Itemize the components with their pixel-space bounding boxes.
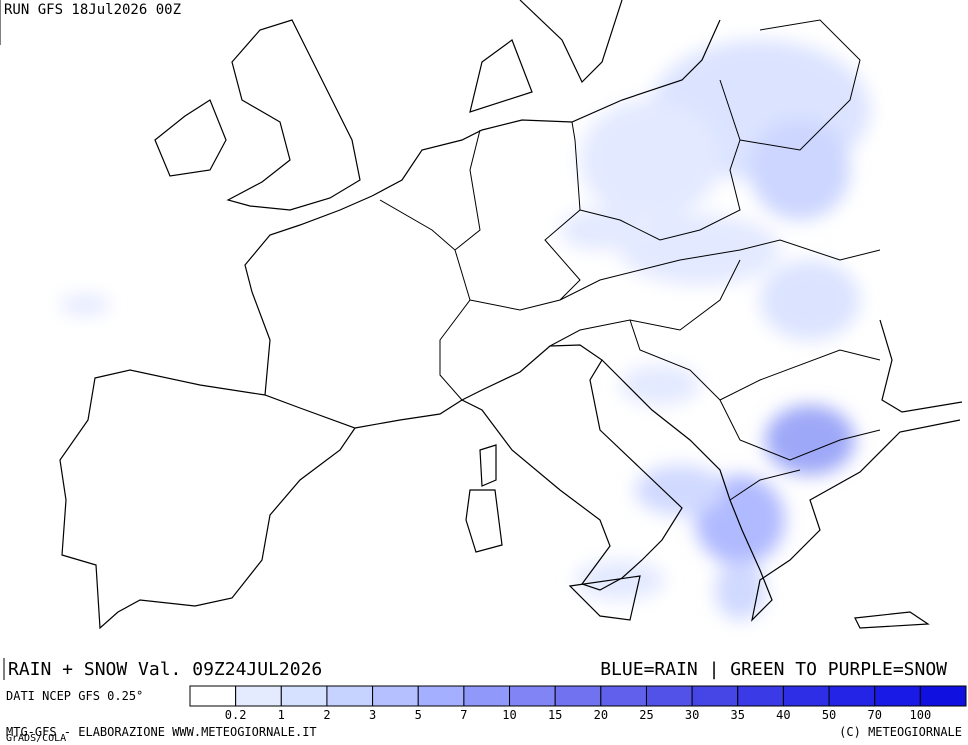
run-label: RUN GFS 18Jul2026 00Z — [4, 2, 181, 18]
rain-area — [580, 100, 720, 220]
crete — [854, 611, 930, 629]
ireland — [154, 99, 227, 177]
legend-swatch — [691, 685, 739, 707]
rain-area — [765, 405, 855, 475]
italy — [460, 344, 683, 591]
sicily — [568, 575, 641, 621]
legend-swatch — [417, 685, 465, 707]
border — [559, 239, 881, 301]
rain-area — [60, 295, 110, 315]
scandinavia — [519, 0, 623, 84]
legend-swatch — [554, 685, 602, 707]
sardinia — [465, 489, 503, 553]
border — [469, 121, 581, 311]
legend-swatch — [600, 685, 647, 707]
legend-swatch — [509, 685, 556, 707]
black-sea — [879, 319, 963, 413]
legend-swatch — [235, 685, 282, 707]
legend-label: 5 — [415, 708, 422, 722]
source-label: DATI NCEP GFS 0.25° — [6, 689, 143, 703]
legend-label: 0.2 — [225, 708, 247, 722]
border — [739, 19, 861, 151]
denmark — [469, 39, 533, 113]
legend-swatch — [782, 685, 830, 707]
color-note: BLUE=RAIN | GREEN TO PURPLE=SNOW — [600, 659, 947, 680]
north-coast — [371, 19, 721, 197]
legend-label: 7 — [460, 708, 467, 722]
color-legend: 0.2 1 2 3 5 7 10 15 20 25 30 35 40 50 70 100 — [189, 685, 967, 722]
border — [719, 399, 881, 461]
legend-swatch — [372, 685, 419, 707]
legend-swatch — [737, 685, 784, 707]
legend-label: 40 — [776, 708, 790, 722]
border — [454, 129, 481, 251]
credit-label: MTG-GFS - ELABORAZIONE WWW.METEOGIORNALE… — [6, 725, 317, 739]
border — [549, 259, 741, 347]
rain-area — [575, 560, 665, 600]
map-title: RAIN + SNOW Val. 09Z24JUL2026 — [8, 659, 322, 680]
legend-label: 1 — [278, 708, 285, 722]
rain-area — [620, 215, 780, 285]
legend-label: 2 — [323, 708, 330, 722]
france — [244, 195, 463, 429]
coastlines — [59, 0, 963, 630]
legend-swatch — [874, 685, 921, 707]
legend-label: 100 — [910, 708, 932, 722]
rain-area — [560, 210, 640, 250]
legend-label: 50 — [822, 708, 836, 722]
legend-swatch — [326, 685, 374, 707]
legend-label: 70 — [867, 708, 881, 722]
legend-label: 15 — [548, 708, 562, 722]
legend-swatch — [280, 685, 328, 707]
border — [579, 79, 741, 241]
britain — [226, 19, 361, 211]
rain-area — [760, 260, 860, 340]
rain-area — [620, 365, 700, 405]
legend-label: 3 — [369, 708, 376, 722]
legend-label: 35 — [731, 708, 745, 722]
legend-label: 30 — [685, 708, 699, 722]
corsica — [479, 444, 497, 487]
software-label: GrADS/COLA — [6, 733, 66, 744]
rain-area — [715, 560, 765, 620]
precipitation — [60, 40, 870, 620]
copyright-label: (C) METEOGIORNALE — [839, 725, 962, 739]
legend-swatch — [645, 685, 693, 707]
legend-swatch — [463, 685, 511, 707]
balkans — [601, 359, 961, 622]
legend-swatch — [919, 685, 967, 707]
rain-area — [750, 120, 850, 220]
border — [729, 469, 801, 501]
legend-label: 20 — [594, 708, 608, 722]
borders — [379, 19, 881, 501]
legend-label: 10 — [502, 708, 516, 722]
legend-swatch — [189, 685, 237, 707]
legend-swatch — [828, 685, 876, 707]
iberia — [59, 369, 356, 630]
legend-label: 25 — [639, 708, 653, 722]
rain-area — [635, 465, 725, 515]
